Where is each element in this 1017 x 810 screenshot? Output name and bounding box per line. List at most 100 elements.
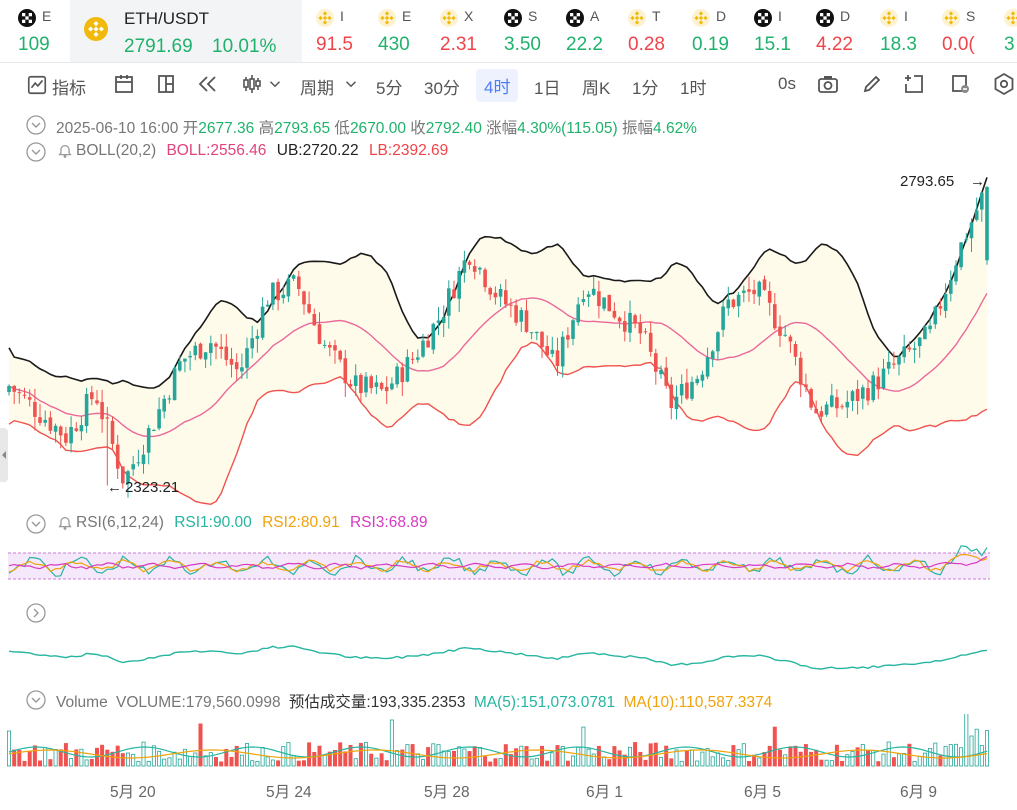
volume-bar	[188, 756, 193, 767]
volume-bar	[607, 759, 612, 767]
volume-bar	[446, 751, 451, 767]
period-dropdown[interactable]: 周期	[300, 79, 334, 98]
ticker-price: 3.50	[504, 34, 541, 55]
candle	[705, 347, 710, 380]
ticker-item[interactable]: S 3.50	[504, 0, 562, 62]
candle-body	[824, 404, 829, 415]
indicators-button[interactable]: 指标	[52, 79, 86, 98]
ticker-item[interactable]: D 4.22	[816, 0, 874, 62]
candle	[198, 342, 203, 360]
volume-bar	[845, 754, 850, 767]
ticker-item[interactable]: E 430	[378, 0, 436, 62]
interval-5m[interactable]: 5分	[376, 79, 403, 98]
settings-icon[interactable]	[992, 72, 1016, 96]
candle	[353, 364, 358, 396]
candle	[809, 387, 813, 411]
candle	[193, 341, 198, 361]
ticker-item[interactable]: A 22.2	[566, 0, 624, 62]
candle	[736, 292, 741, 318]
replay-icon[interactable]	[196, 72, 220, 96]
candle-body	[58, 426, 63, 436]
collapse-toggle-icon[interactable]	[26, 690, 46, 710]
volume-bar	[917, 756, 922, 767]
candle	[162, 394, 166, 419]
ticker-item[interactable]: I 18.3	[880, 0, 938, 62]
price-chart[interactable]: 2793.65 → ← 2323.21	[0, 168, 1017, 508]
candle-body	[374, 382, 379, 387]
layout-icon[interactable]	[154, 72, 178, 96]
candle-body	[452, 289, 456, 298]
rsi-chart[interactable]	[0, 540, 1017, 600]
candle-body	[529, 332, 534, 334]
chevron-down-icon[interactable]	[342, 75, 360, 93]
candle-body	[7, 386, 11, 393]
candle-body	[317, 324, 322, 344]
pencil-icon[interactable]	[860, 72, 884, 96]
ticker-item[interactable]: 3	[1004, 0, 1017, 62]
candle-body	[353, 375, 358, 386]
candle	[260, 297, 265, 340]
open-label: 开	[182, 120, 199, 137]
camera-icon[interactable]	[816, 72, 840, 96]
candle-body	[271, 282, 275, 305]
candle-body	[726, 299, 731, 309]
volume-bar	[508, 754, 513, 767]
candle	[912, 341, 917, 364]
candle-body	[431, 323, 436, 350]
ticker-item[interactable]: E 109	[18, 0, 68, 62]
candle-body	[793, 344, 798, 357]
volume-bar	[674, 749, 679, 767]
candle	[281, 286, 286, 304]
candle-body	[602, 297, 606, 309]
collapse-toggle-icon[interactable]	[26, 514, 46, 534]
candle	[462, 250, 467, 283]
candle	[328, 341, 332, 357]
chevron-down-icon[interactable]	[266, 75, 284, 93]
volume-chart[interactable]	[0, 714, 1017, 770]
bell-icon[interactable]	[56, 514, 74, 532]
interval-1m[interactable]: 1分	[632, 79, 659, 98]
collapse-toggle-icon[interactable]	[26, 115, 46, 135]
ticker-item[interactable]: T 0.28	[628, 0, 686, 62]
candle-body	[773, 304, 777, 329]
volume-bar	[695, 760, 700, 767]
volume-bar	[540, 745, 545, 767]
ticker-item[interactable]: D 0.19	[692, 0, 750, 62]
calendar-icon[interactable]	[112, 72, 136, 96]
volume-bar	[876, 761, 881, 767]
add-window-icon[interactable]	[902, 72, 926, 96]
ticker-item[interactable]: S 0.0(	[942, 0, 1000, 62]
delete-drawing-icon[interactable]	[948, 72, 972, 96]
expand-toggle-icon[interactable]	[26, 603, 46, 623]
candle-body	[685, 382, 689, 399]
secondary-indicator-chart[interactable]	[0, 620, 1017, 690]
candle	[188, 351, 192, 371]
active-ticker[interactable]: ETH/USDT 2791.69 10.01%	[70, 0, 302, 62]
candle-body	[90, 392, 94, 400]
boll-label: BOLL(20,2)	[76, 142, 157, 159]
side-handle[interactable]	[0, 428, 8, 482]
interval-1d[interactable]: 1日	[534, 79, 561, 98]
interval-30m[interactable]: 30分	[424, 79, 460, 98]
ticker-item[interactable]: I 91.5	[316, 0, 374, 62]
interval-1h[interactable]: 1时	[680, 79, 707, 98]
candle-body	[260, 306, 265, 338]
interval-4h[interactable]: 4时	[476, 69, 519, 102]
ticker-item[interactable]: I 15.1	[754, 0, 812, 62]
candle	[58, 425, 63, 449]
volume-bar	[250, 760, 255, 767]
volume-bar	[912, 761, 917, 767]
volume-bar	[954, 743, 959, 767]
candle-body	[871, 375, 875, 401]
interval-1w[interactable]: 周K	[582, 79, 611, 98]
candle	[421, 333, 425, 358]
candle-type-icon[interactable]	[240, 72, 264, 96]
candle	[364, 372, 368, 398]
candle	[747, 276, 751, 302]
ticker-item[interactable]: X 2.31	[440, 0, 498, 62]
bell-icon[interactable]	[56, 142, 74, 160]
low-marker-arrow: ←	[107, 479, 122, 496]
candle	[555, 337, 560, 376]
candle-body	[234, 362, 239, 370]
collapse-toggle-icon[interactable]	[26, 142, 46, 162]
